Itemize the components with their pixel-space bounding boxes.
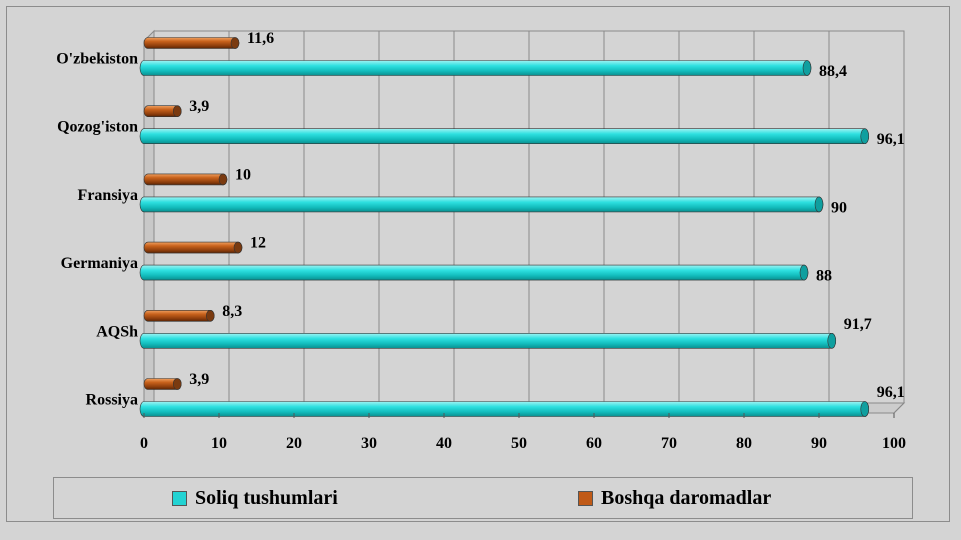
legend-label-series-1: Soliq tushumlari <box>195 487 338 509</box>
bar-chart: 0 10 20 30 40 50 60 70 80 90 100 O'zbekiston Qozog'… <box>56 29 906 452</box>
x-tick-label: 80 <box>736 435 752 452</box>
category-label: Qozog'iston <box>57 119 138 136</box>
bar-soliq-4-body <box>139 333 837 349</box>
category-labels: O'zbekiston Qozog'iston Fransiya Germaniya A… <box>56 51 138 409</box>
bar-boshqa-3-cap <box>233 241 243 254</box>
bars <box>139 37 870 417</box>
legend-label-series-2: Boshqa daromadlar <box>601 487 772 509</box>
bar-boshqa-1 <box>143 105 182 117</box>
value-label-soliq: 96,1 <box>877 384 905 401</box>
bar-soliq-3 <box>139 264 809 281</box>
bar-soliq-0 <box>139 60 812 76</box>
x-tick-label: 0 <box>140 435 148 452</box>
bar-soliq-2 <box>139 196 824 213</box>
bar-soliq-4-cap <box>827 332 837 349</box>
value-label-soliq: 88 <box>816 268 832 285</box>
bar-boshqa-4-body <box>143 310 215 322</box>
bar-soliq-4 <box>139 332 837 349</box>
bar-boshqa-4-cap <box>205 309 215 322</box>
bar-soliq-5-body <box>139 401 870 417</box>
legend: Soliq tushumlari Boshqa daromadlar <box>53 477 913 519</box>
value-label-boshqa: 3,9 <box>189 371 209 388</box>
chart-frame: 0 10 20 30 40 50 60 70 80 90 100 O'zbekiston Qozog'… <box>6 6 950 522</box>
category-label: AQSh <box>96 323 138 340</box>
x-tick-label: 100 <box>882 435 906 452</box>
x-tick-label: 50 <box>511 435 527 452</box>
value-labels: 11,6 88,4 3,9 96,1 10 90 12 88 8,3 91,7 3,9 96,1 <box>189 30 905 401</box>
bar-boshqa-0 <box>143 37 240 49</box>
x-tick-label: 20 <box>286 435 302 452</box>
x-axis: 0 10 20 30 40 50 60 70 80 90 100 <box>140 413 906 452</box>
legend-item-series-1: Soliq tushumlari <box>172 487 338 510</box>
bar-boshqa-3 <box>143 241 243 254</box>
legend-item-series-2: Boshqa daromadlar <box>578 487 771 510</box>
bar-soliq-1-cap <box>860 128 870 144</box>
bar-boshqa-5 <box>143 378 182 390</box>
value-label-boshqa: 12 <box>250 235 266 252</box>
x-tick-label: 60 <box>586 435 602 452</box>
bar-boshqa-2-body <box>143 173 228 186</box>
value-label-boshqa: 10 <box>235 166 251 183</box>
bar-soliq-1-body <box>139 128 870 144</box>
x-tick-label: 90 <box>811 435 827 452</box>
bar-soliq-0-cap <box>802 60 812 76</box>
value-label-soliq: 90 <box>831 199 847 216</box>
value-label-soliq: 91,7 <box>844 316 872 333</box>
bar-boshqa-2 <box>143 173 228 186</box>
bar-soliq-0-body <box>139 60 812 76</box>
legend-swatch-cyan <box>172 491 187 506</box>
category-label: Germaniya <box>61 255 138 272</box>
bar-boshqa-2-cap <box>218 173 228 186</box>
floor-gridline <box>893 402 905 414</box>
x-tick-label: 70 <box>661 435 677 452</box>
value-label-boshqa: 3,9 <box>189 98 209 115</box>
bar-soliq-2-body <box>139 196 824 213</box>
bar-soliq-2-cap <box>814 196 824 213</box>
bar-soliq-5-cap <box>860 401 870 417</box>
category-label: Rossiya <box>86 392 138 409</box>
bar-boshqa-0-body <box>143 37 240 49</box>
value-label-soliq: 96,1 <box>877 131 905 148</box>
bar-boshqa-5-cap <box>172 378 182 390</box>
value-label-boshqa: 8,3 <box>222 303 242 320</box>
category-label: O'zbekiston <box>56 51 138 68</box>
side-wall <box>143 29 155 415</box>
bar-boshqa-1-cap <box>172 105 182 117</box>
legend-swatch-orange <box>578 491 593 506</box>
value-label-soliq: 88,4 <box>819 63 847 80</box>
bar-soliq-3-body <box>139 264 809 281</box>
value-label-boshqa: 11,6 <box>247 30 274 47</box>
plot-walls <box>142 29 906 415</box>
x-tick-label: 10 <box>211 435 227 452</box>
bar-boshqa-4 <box>143 309 215 322</box>
category-label: Fransiya <box>78 187 138 204</box>
bar-soliq-5 <box>139 401 870 417</box>
bar-boshqa-0-cap <box>230 37 240 49</box>
x-tick-label: 40 <box>436 435 452 452</box>
bar-boshqa-3-body <box>143 241 243 254</box>
bar-soliq-1 <box>139 128 870 144</box>
bar-soliq-3-cap <box>799 264 809 281</box>
x-tick-label: 30 <box>361 435 377 452</box>
